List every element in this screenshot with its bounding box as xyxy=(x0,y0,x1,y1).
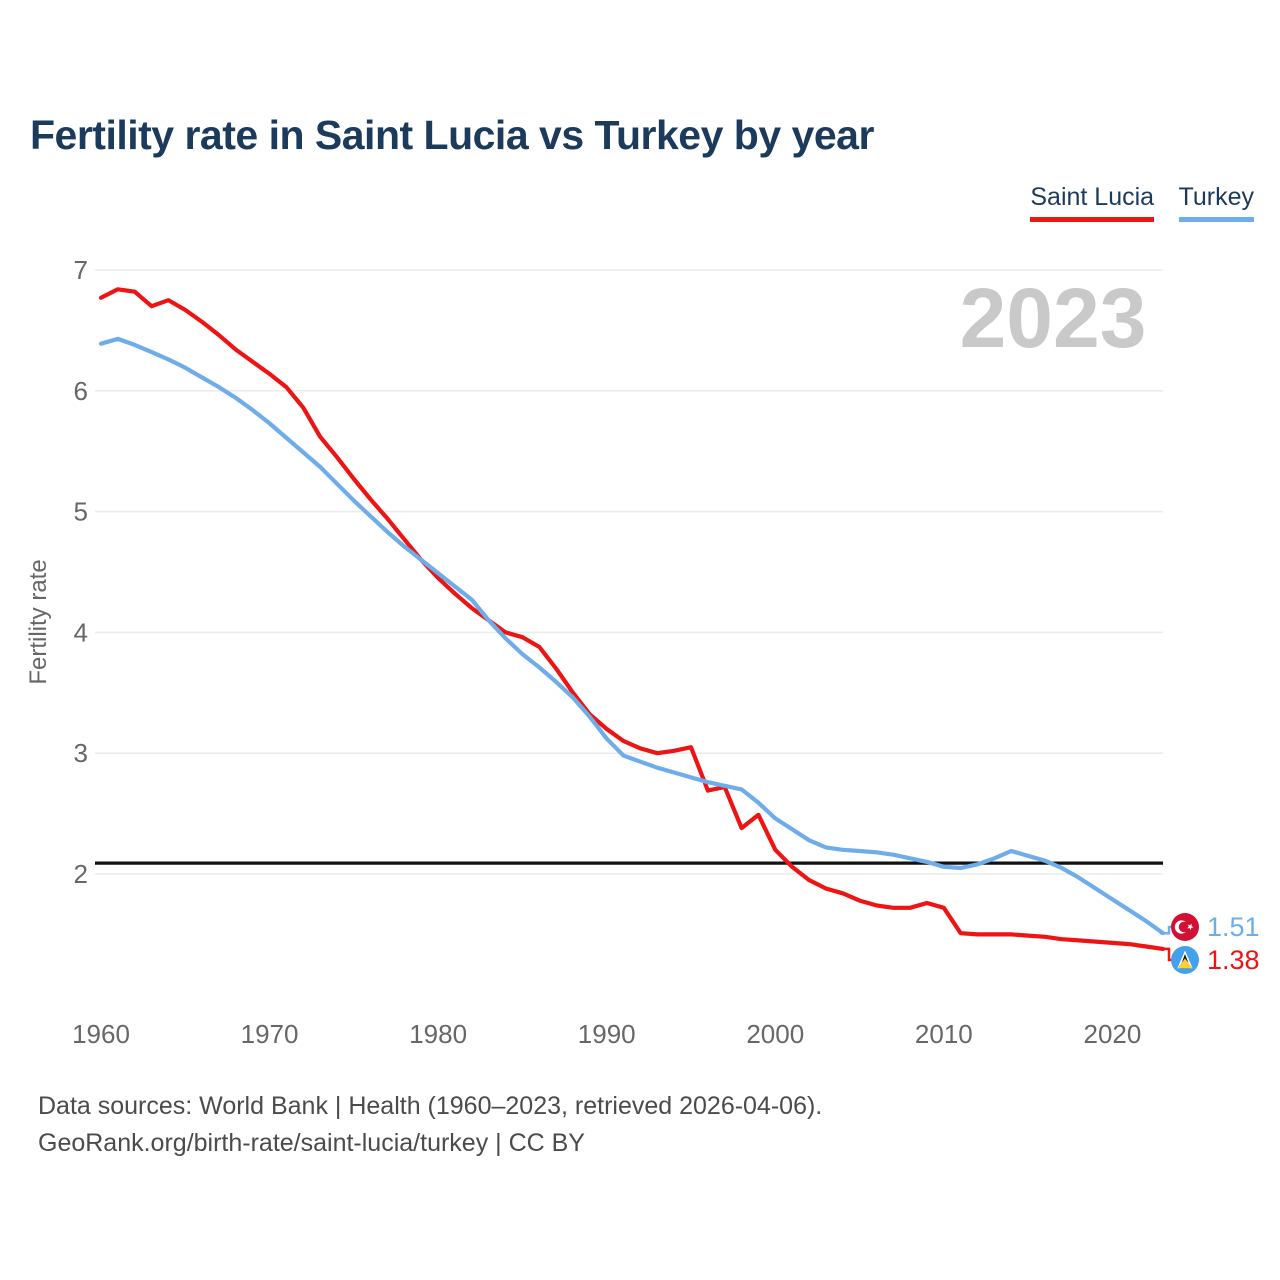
x-tick-label: 1960 xyxy=(72,1019,130,1049)
legend-label-turkey: Turkey xyxy=(1178,183,1254,211)
end-connector-turkey xyxy=(1160,925,1172,935)
chart-footer: Data sources: World Bank | Health (1960–… xyxy=(38,1088,822,1162)
end-value-label-saint-lucia: 1.38 xyxy=(1207,945,1260,975)
y-tick-label: 5 xyxy=(74,497,88,527)
saint-lucia-flag-icon xyxy=(1171,946,1199,974)
x-tick-label: 2010 xyxy=(915,1019,973,1049)
page-title: Fertility rate in Saint Lucia vs Turkey … xyxy=(30,112,874,158)
x-tick-label: 1970 xyxy=(241,1019,299,1049)
end-connector-saint-lucia xyxy=(1160,947,1172,962)
legend: Saint Lucia Turkey xyxy=(1010,183,1254,222)
x-tick-label: 1990 xyxy=(578,1019,636,1049)
y-tick-label: 2 xyxy=(74,859,88,889)
legend-label-saint-lucia: Saint Lucia xyxy=(1030,183,1155,211)
end-value-label-turkey: 1.51 xyxy=(1207,912,1260,942)
y-axis-title: Fertility rate xyxy=(25,559,52,684)
attribution-line: GeoRank.org/birth-rate/saint-lucia/turke… xyxy=(38,1129,585,1157)
series-line-turkey xyxy=(98,336,1166,936)
legend-item-turkey[interactable]: Turkey xyxy=(1178,183,1254,222)
data-sources-line: Data sources: World Bank | Health (1960–… xyxy=(38,1092,823,1120)
fertility-line-chart: 2023 2 3 4 5 6 7 1960 1970 1980 1990 2000 2010 2020 Fe… xyxy=(25,255,1260,1049)
legend-item-saint-lucia[interactable]: Saint Lucia xyxy=(1030,183,1155,222)
y-tick-label: 3 xyxy=(74,738,88,768)
x-tick-label: 2020 xyxy=(1083,1019,1141,1049)
y-tick-label: 6 xyxy=(74,376,88,406)
x-tick-label: 1980 xyxy=(409,1019,467,1049)
series-line-saint-lucia xyxy=(98,287,1166,952)
y-tick-label: 7 xyxy=(74,255,88,285)
watermark-year: 2023 xyxy=(960,271,1147,365)
turkey-flag-icon xyxy=(1171,913,1199,941)
y-tick-label: 4 xyxy=(74,617,88,647)
x-tick-label: 2000 xyxy=(746,1019,804,1049)
